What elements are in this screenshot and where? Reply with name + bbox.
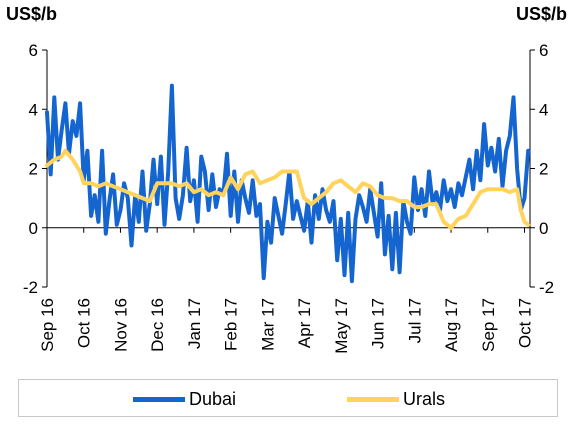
- legend-item-dubai: Dubai: [133, 388, 236, 410]
- y-tick-label-left: 6: [29, 41, 38, 60]
- legend-label-dubai: Dubai: [189, 389, 236, 410]
- x-tick-label: Jun 17: [369, 298, 388, 349]
- legend-label-urals: Urals: [403, 389, 445, 410]
- x-tick-label: Dec 16: [148, 298, 167, 352]
- x-tick-label: Aug 17: [442, 298, 461, 352]
- legend-swatch-urals: [347, 397, 399, 402]
- x-tick-label: Oct 16: [75, 298, 94, 348]
- y-tick-label-right: -2: [539, 278, 554, 297]
- x-tick-label: Feb 17: [222, 298, 241, 351]
- y-tick-label-left: 0: [29, 219, 38, 238]
- y-tick-label-left: -2: [23, 278, 38, 297]
- y-tick-label-right: 0: [539, 219, 548, 238]
- y-tick-label-right: 4: [539, 100, 548, 119]
- x-tick-label: Sep 16: [38, 298, 57, 352]
- series-line-dubai: [47, 86, 528, 282]
- legend: Dubai Urals: [18, 379, 558, 417]
- x-tick-label: Sep 17: [479, 298, 498, 352]
- y-tick-label-right: 6: [539, 41, 548, 60]
- x-tick-label: Jan 17: [185, 298, 204, 349]
- x-tick-label: May 17: [332, 298, 351, 354]
- x-tick-label: Oct 17: [515, 298, 534, 348]
- x-tick-label: Nov 16: [111, 298, 130, 352]
- x-tick-label: Jul 17: [405, 298, 424, 343]
- y-tick-label-right: 2: [539, 160, 548, 179]
- x-tick-label: Mar 17: [258, 298, 277, 351]
- series-layer: [47, 86, 528, 282]
- y-tick-label-left: 2: [29, 160, 38, 179]
- legend-swatch-dubai: [133, 397, 185, 402]
- x-tick-label: Apr 17: [295, 298, 314, 348]
- y-tick-label-left: 4: [29, 100, 38, 119]
- legend-item-urals: Urals: [347, 388, 445, 410]
